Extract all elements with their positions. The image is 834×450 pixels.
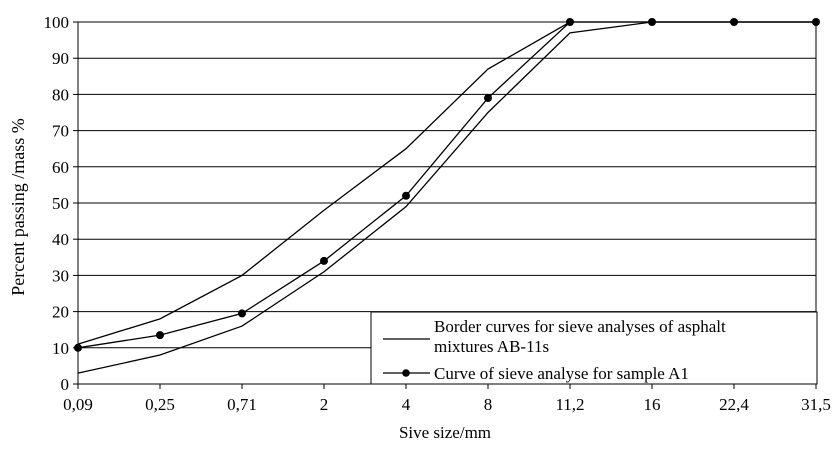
legend-entry-border-curves-line-1: Border curves for sieve analyses of asph… (434, 317, 726, 336)
y-tick-labels: 0 10 20 30 40 50 60 70 80 90 100 (44, 13, 78, 394)
sample-a1-point-31,5 (812, 18, 820, 26)
y-tick-label-90: 90 (52, 49, 69, 68)
x-tick-label-0,09: 0,09 (63, 395, 93, 414)
legend-swatch-sample-a1-marker (402, 369, 410, 377)
sample-a1-point-8 (484, 94, 492, 103)
grid-lines (78, 21, 816, 349)
series-line-1 (77, 21, 816, 345)
sample-a1-point-11,2 (566, 18, 574, 26)
y-tick-label-10: 10 (52, 339, 69, 358)
y-tick-label-0: 0 (61, 375, 70, 394)
sample-a1-point-4 (402, 191, 410, 200)
x-tick-labels: 0,09 0,25 0,71 2 4 8 11,2 16 22,4 31,5 (63, 384, 831, 414)
y-tick-label-50: 50 (52, 194, 69, 213)
legend: Border curves for sieve analyses of asph… (370, 311, 818, 385)
sample-a1-point-0,09 (74, 343, 82, 352)
sample-a1-point-2 (320, 256, 328, 265)
legend-entry-border-curves-line-2: mixtures AB-11s (434, 337, 549, 356)
y-tick-label-30: 30 (52, 266, 69, 285)
y-tick-label-60: 60 (52, 158, 69, 177)
x-axis-label: Sive size/mm (399, 423, 491, 442)
series-line-3 (77, 21, 816, 349)
sample-a1-point-0,25 (156, 331, 164, 340)
x-tick-label-22,4: 22,4 (719, 395, 749, 414)
legend-entry-sample-a1: Curve of sieve analyse for sample A1 (434, 364, 689, 383)
x-tick-label-4: 4 (402, 395, 411, 414)
x-tick-label-8: 8 (484, 395, 493, 414)
x-tick-label-2: 2 (320, 395, 329, 414)
y-tick-label-70: 70 (52, 122, 69, 141)
sample-a1-point-22,4 (730, 18, 738, 26)
legend-box (370, 311, 818, 385)
y-tick-label-80: 80 (52, 85, 69, 104)
x-tick-label-16: 16 (644, 395, 661, 414)
legend-entry-border-curves: Border curves for sieve analyses of asph… (434, 317, 730, 356)
y-tick-label-20: 20 (52, 303, 69, 322)
x-tick-label-0,25: 0,25 (145, 395, 175, 414)
x-tick-label-31,5: 31,5 (801, 395, 831, 414)
data-series (74, 18, 820, 374)
x-tick-label-11,2: 11,2 (555, 395, 584, 414)
y-tick-label-100: 100 (44, 13, 70, 32)
x-tick-label-0,71: 0,71 (227, 395, 257, 414)
y-tick-label-40: 40 (52, 230, 69, 249)
sample-a1-point-16 (648, 18, 656, 26)
sample-a1-point-0,71 (238, 309, 246, 318)
y-axis-label: Percent passing /mass % (8, 118, 28, 295)
